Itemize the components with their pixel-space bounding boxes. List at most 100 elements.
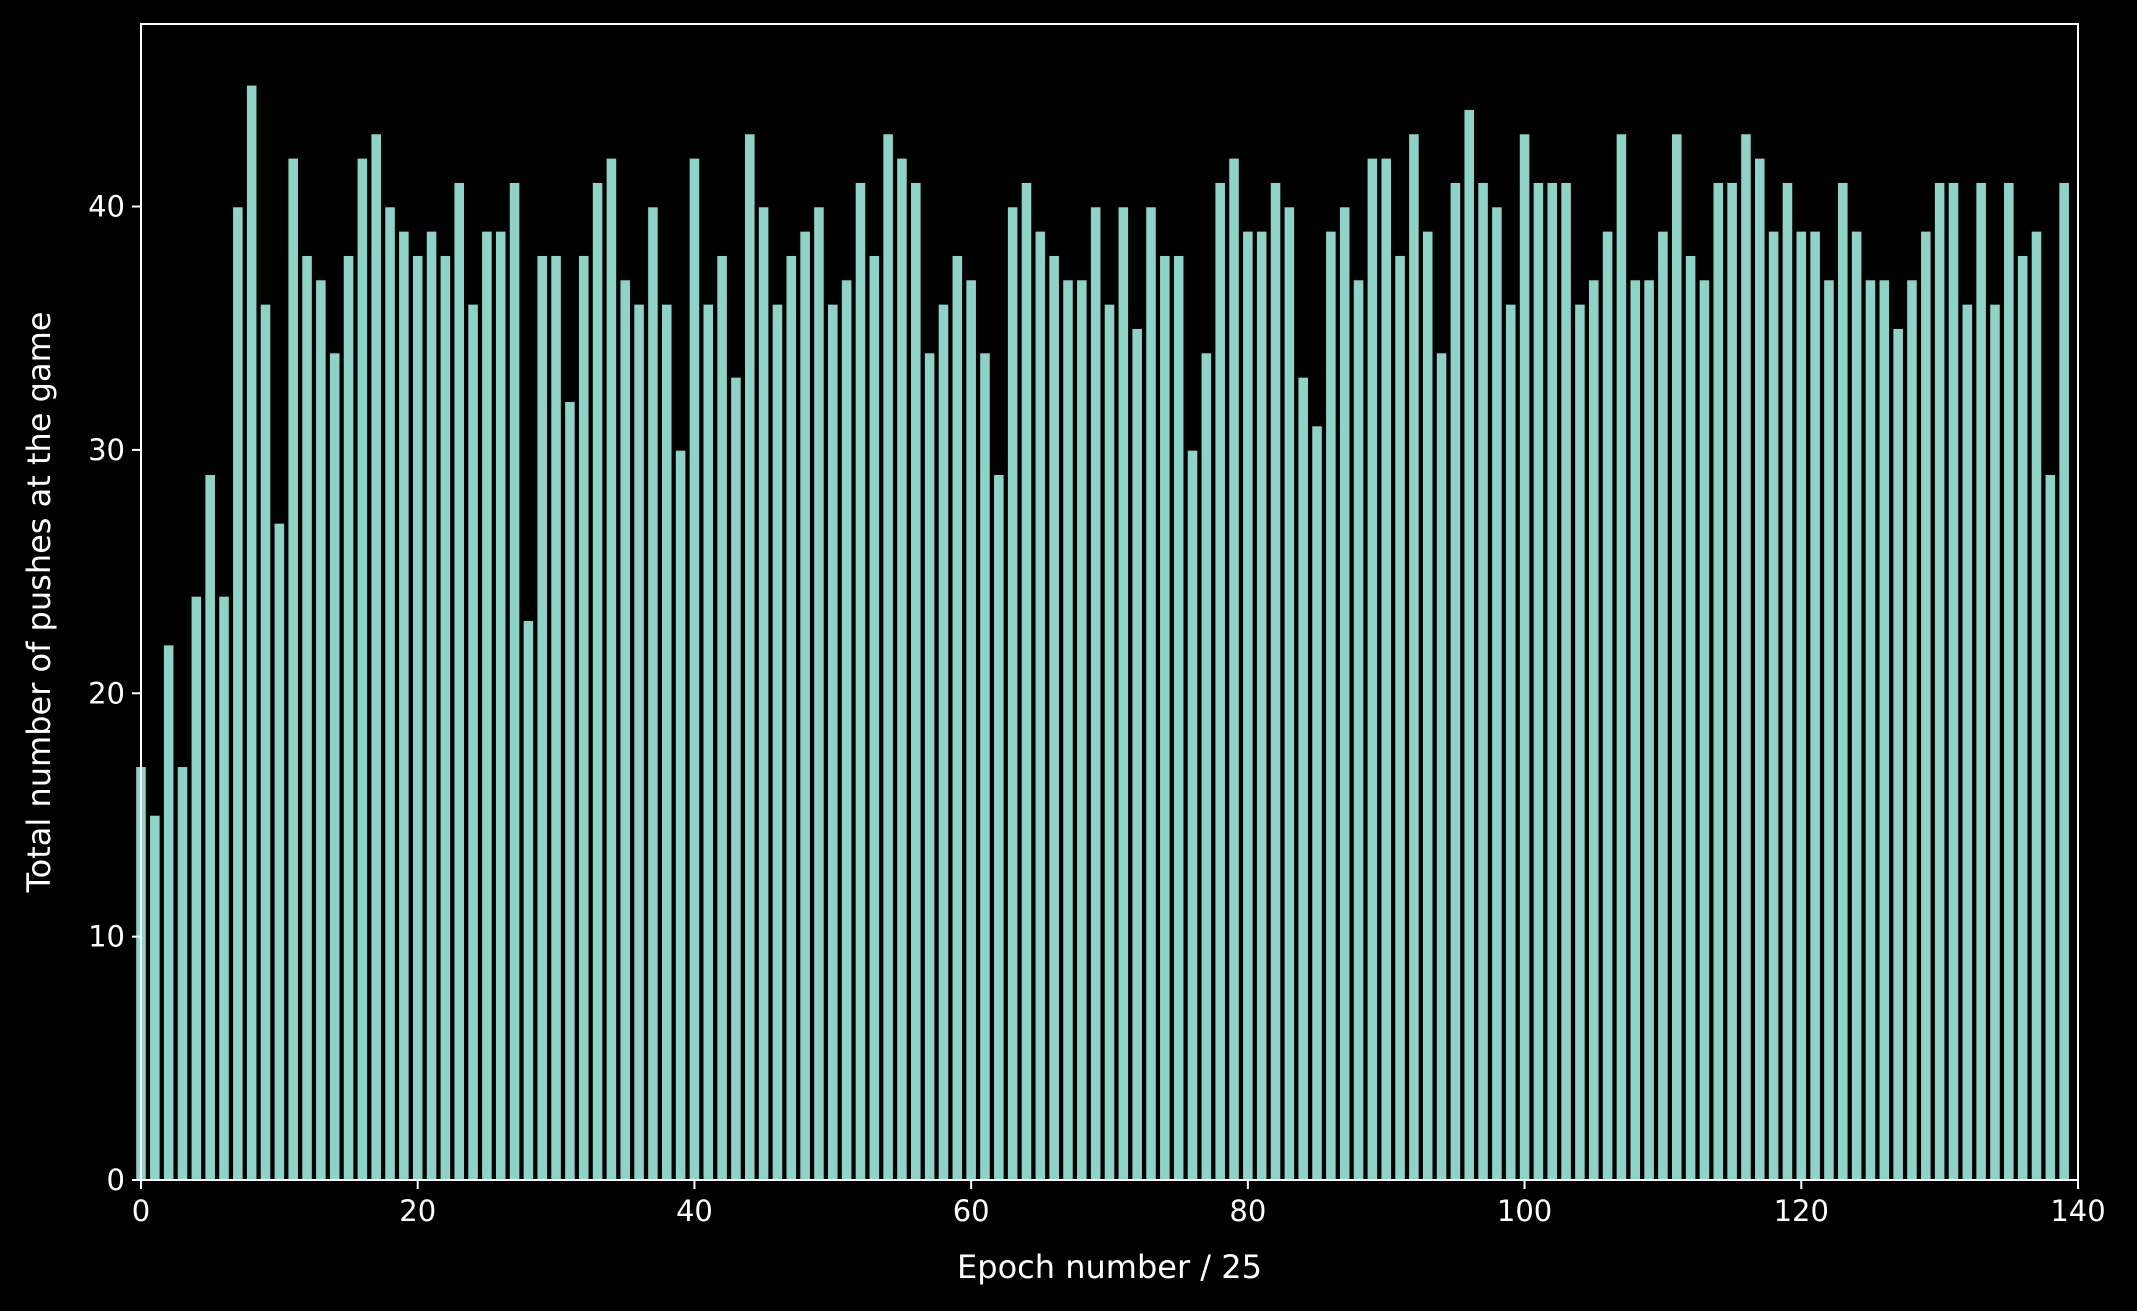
bar: [1449, 181, 1462, 1181]
bar: [784, 254, 798, 1181]
bar: [190, 595, 203, 1181]
bar: [1919, 230, 1933, 1181]
bar: [1462, 108, 1476, 1181]
bar: [923, 351, 936, 1181]
bar: [1504, 303, 1518, 1181]
bar: [1213, 181, 1227, 1181]
bar: [1628, 278, 1642, 1181]
bar: [1587, 278, 1601, 1181]
y-axis-label: Total number of pushes at the game: [20, 312, 58, 894]
bar: [688, 157, 701, 1181]
bar: [494, 230, 508, 1181]
bar: [660, 303, 674, 1181]
bar: [2057, 181, 2071, 1181]
bar: [701, 303, 715, 1181]
y-tick-label: 10: [88, 920, 125, 954]
bar: [591, 181, 604, 1181]
bar: [1795, 230, 1808, 1181]
bar: [480, 230, 494, 1181]
bar: [1933, 181, 1946, 1181]
bar: [245, 84, 258, 1181]
bar: [964, 278, 978, 1181]
bar: [1974, 181, 1988, 1181]
bar: [978, 351, 992, 1181]
bar: [812, 205, 826, 1181]
bar: [563, 400, 577, 1181]
bar: [1103, 303, 1116, 1181]
bar: [1559, 181, 1573, 1181]
y-tick-label: 40: [88, 190, 125, 224]
y-tick-label: 20: [88, 676, 125, 710]
bar: [300, 254, 314, 1181]
bar: [1117, 205, 1130, 1181]
bar: [1283, 205, 1296, 1181]
bar: [1684, 254, 1697, 1181]
bar: [1988, 303, 2002, 1181]
bar: [1407, 132, 1421, 1181]
bar: [1047, 254, 1061, 1181]
bar: [1144, 205, 1158, 1181]
bar: [273, 522, 286, 1181]
bar: [1435, 351, 1448, 1181]
bar: [1753, 157, 1767, 1181]
bar: [909, 181, 923, 1181]
bar: [1656, 230, 1670, 1181]
x-tick-label: 140: [2050, 1194, 2105, 1228]
bar: [1075, 278, 1089, 1181]
bar: [176, 765, 189, 1181]
bar: [1670, 132, 1684, 1181]
bar: [1200, 351, 1213, 1181]
bar: [203, 473, 217, 1181]
bar: [1366, 157, 1379, 1181]
bar: [342, 254, 355, 1181]
bar: [2030, 230, 2043, 1181]
bar: [1836, 181, 1850, 1181]
bar: [1006, 205, 1019, 1181]
bar: [314, 278, 328, 1181]
bar: [2016, 254, 2029, 1181]
bar: [1089, 205, 1102, 1181]
bar: [618, 278, 632, 1181]
x-tick-label: 60: [953, 1194, 990, 1228]
bar: [259, 303, 272, 1181]
bar: [1172, 254, 1185, 1181]
bar: [1573, 303, 1587, 1181]
bar: [840, 278, 853, 1181]
bar: [2044, 473, 2057, 1181]
bar: [1269, 181, 1282, 1181]
y-axis-ticks: 0 10 20 30 40: [88, 190, 141, 1197]
bar: [1864, 278, 1877, 1181]
bar: [1711, 181, 1725, 1181]
bar: [328, 351, 341, 1181]
bar: [646, 205, 660, 1181]
bar: [1227, 157, 1241, 1181]
bar: [439, 254, 452, 1181]
bar: [798, 230, 812, 1181]
bar: [1186, 449, 1199, 1181]
bar: [1698, 278, 1711, 1181]
bar: [425, 230, 438, 1181]
bar: [1850, 230, 1863, 1181]
bar: [1767, 230, 1780, 1181]
bar: [1808, 230, 1822, 1181]
bar: [2002, 181, 2016, 1181]
bar: [1878, 278, 1891, 1181]
bar: [369, 132, 383, 1181]
bar: [1961, 303, 1974, 1181]
bar: [508, 181, 521, 1181]
bar: [148, 814, 162, 1181]
bar: [1601, 230, 1614, 1181]
bar: [826, 303, 840, 1181]
x-tick-label: 40: [676, 1194, 713, 1228]
bar: [217, 595, 231, 1181]
bar: [1947, 181, 1960, 1181]
bar: [1255, 230, 1268, 1181]
bar: [1545, 181, 1559, 1181]
bar: [1421, 230, 1435, 1181]
bar: [356, 157, 369, 1181]
bar: [1393, 254, 1407, 1181]
bar: [411, 254, 424, 1181]
bar: [535, 254, 549, 1181]
bar: [1490, 205, 1504, 1181]
